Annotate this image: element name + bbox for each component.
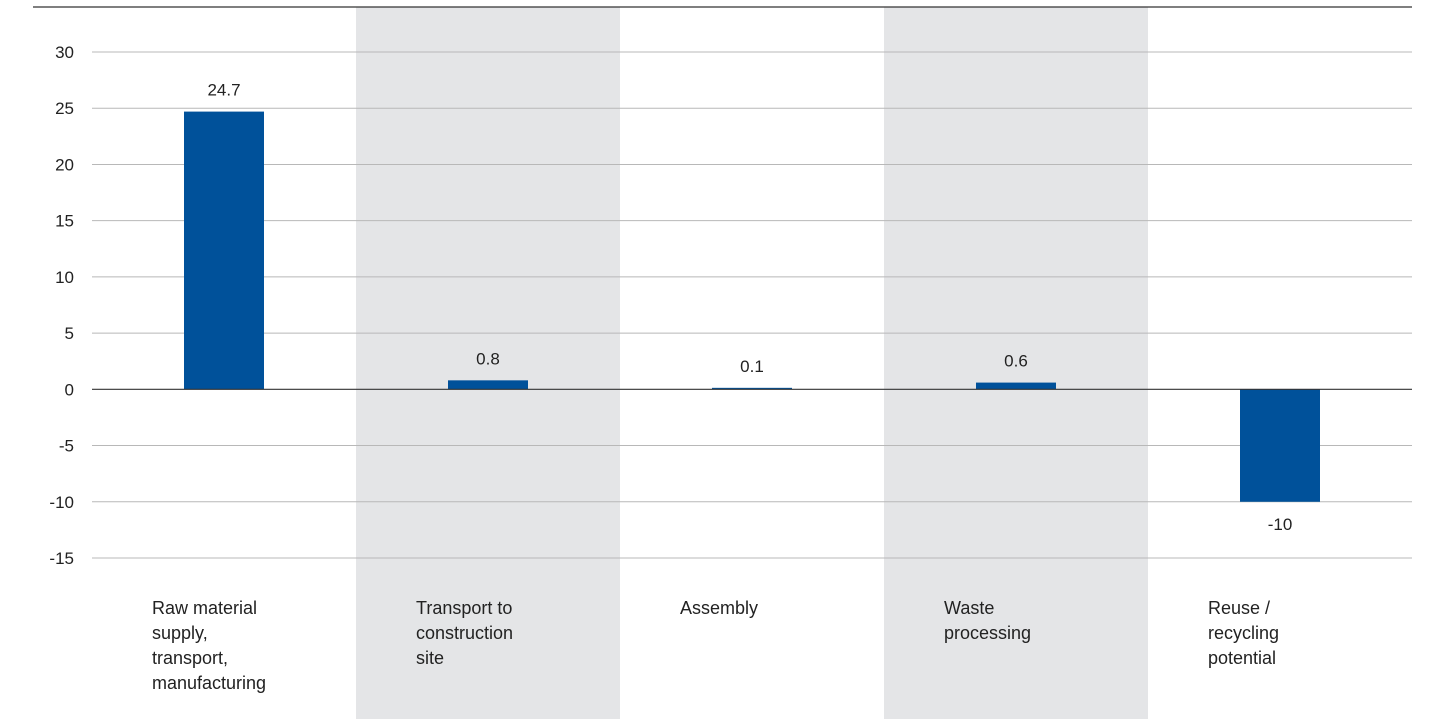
y-tick-label: 30 xyxy=(55,43,74,62)
bar xyxy=(1240,389,1320,502)
category-label: Raw material supply, transport, manufacturi… xyxy=(152,598,266,693)
category-label: Reuse / recycling potential xyxy=(1208,598,1279,668)
category-label: Transport to construction site xyxy=(416,598,513,668)
data-label: -10 xyxy=(1268,515,1293,534)
category-label-line: potential xyxy=(1208,648,1276,668)
category-band xyxy=(884,7,1148,719)
category-label-line: Assembly xyxy=(680,598,758,618)
bars xyxy=(184,111,1320,502)
data-label: 24.7 xyxy=(207,81,240,100)
category-label-line: Reuse / xyxy=(1208,598,1270,618)
data-label: 0.8 xyxy=(476,349,500,368)
category-label-line: site xyxy=(416,648,444,668)
data-label: 0.1 xyxy=(740,357,764,376)
category-label-line: recycling xyxy=(1208,623,1279,643)
category-bands xyxy=(356,7,1148,719)
y-axis-tick-labels: 30 25 20 15 10 5 0 -5 -10 -15 xyxy=(49,43,74,568)
category-label-line: manufacturing xyxy=(152,673,266,693)
bar xyxy=(184,111,264,390)
category-labels: Raw material supply, transport, manufacturi… xyxy=(152,598,1279,693)
category-label-line: construction xyxy=(416,623,513,643)
category-label: Waste processing xyxy=(944,598,1031,643)
y-tick-label: 5 xyxy=(65,324,74,343)
bar xyxy=(712,387,792,390)
y-tick-label: 15 xyxy=(55,212,74,231)
category-band xyxy=(356,7,620,719)
category-label-line: Transport to xyxy=(416,598,512,618)
category-label-line: Raw material xyxy=(152,598,257,618)
category-label-line: supply, xyxy=(152,623,208,643)
bar xyxy=(448,380,528,390)
grid-lines xyxy=(92,51,1412,559)
data-labels: 24.7 0.8 0.1 0.6 -10 xyxy=(207,81,1292,534)
y-tick-label: 0 xyxy=(65,380,74,399)
y-tick-label: -10 xyxy=(49,493,74,512)
y-tick-label: -5 xyxy=(59,437,74,456)
category-label: Assembly xyxy=(680,598,758,618)
y-tick-label: 25 xyxy=(55,99,74,118)
category-label-line: transport, xyxy=(152,648,228,668)
y-tick-label: 10 xyxy=(55,268,74,287)
y-tick-label: 20 xyxy=(55,155,74,174)
data-label: 0.6 xyxy=(1004,352,1028,371)
y-tick-label: -15 xyxy=(49,549,74,568)
category-label-line: processing xyxy=(944,623,1031,643)
category-label-line: Waste xyxy=(944,598,994,618)
bar xyxy=(976,382,1056,390)
